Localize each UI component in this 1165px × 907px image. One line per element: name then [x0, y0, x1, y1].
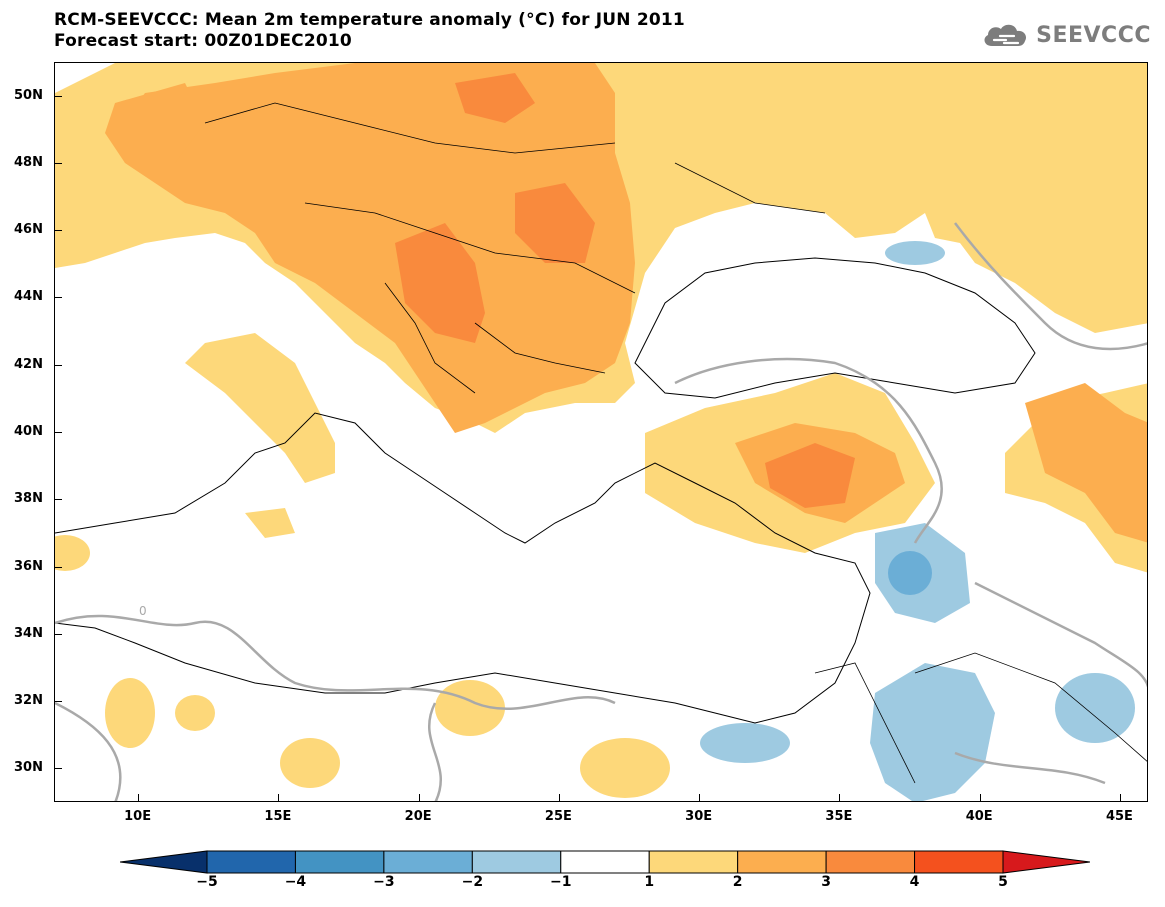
colorbar-label: −1: [550, 874, 572, 890]
lon-label: 15E: [264, 809, 292, 824]
warm-patch-west: [280, 738, 340, 788]
country-borders: [204, 102, 1147, 784]
lon-label: 30E: [685, 809, 713, 824]
lat-tick: [54, 364, 62, 366]
seevccc-logo: SEEVCCC: [980, 20, 1151, 50]
lon-tick: [979, 794, 981, 802]
lat-label: 40N: [14, 424, 43, 439]
warm2-region-alps: [105, 83, 205, 163]
contour-label: 0: [139, 604, 147, 618]
colorbar-label: 5: [998, 874, 1008, 890]
colorbar-box: [471, 850, 562, 874]
warm3-core-serbia: [395, 223, 485, 343]
lon-label: 35E: [825, 809, 853, 824]
mediterranean-coast: [55, 412, 871, 724]
colorbar-box: [914, 850, 1004, 874]
colorbar-box: [825, 850, 916, 874]
zero-contours: [55, 222, 1147, 801]
warm3-core-romania: [515, 183, 595, 263]
lon-tick: [138, 794, 140, 802]
colorbar-label: 2: [732, 874, 743, 890]
map-panel: 0: [54, 62, 1148, 802]
lat-tick: [54, 701, 62, 703]
cool-patch-egypt: [700, 723, 790, 763]
lat-tick: [54, 432, 62, 433]
colorbar: [120, 850, 1090, 874]
colorbar-label: 4: [909, 874, 920, 890]
cool-core-levant: [888, 551, 932, 595]
cool-patch-crimea: [885, 241, 945, 265]
forecast-start: Forecast start: 00Z01DEC2010: [54, 31, 352, 51]
lat-label: 46N: [14, 222, 43, 238]
lon-tick: [278, 794, 280, 802]
colorbar-arrow-high: [1002, 850, 1090, 874]
warm3-core-north: [455, 73, 535, 123]
warm2-region-east: [1025, 383, 1147, 543]
colorbar-label: −5: [196, 874, 218, 890]
lat-label: 48N: [14, 154, 43, 170]
chart-title: RCM-SEEVCCC: Mean 2m temperature anomaly…: [54, 10, 685, 30]
colorbar-arrow-low: [120, 850, 208, 874]
lat-label: 32N: [14, 693, 43, 709]
lat-tick: [54, 162, 62, 164]
lon-label: 20E: [404, 809, 432, 824]
lat-tick: [54, 499, 62, 501]
lon-tick: [1119, 794, 1121, 802]
logo-text: SEEVCCC: [1036, 22, 1151, 48]
lon-label: 10E: [124, 809, 152, 824]
anomaly-map: 0: [55, 63, 1147, 801]
title-block: RCM-SEEVCCC: Mean 2m temperature anomaly…: [54, 10, 685, 52]
colorbar-box: [206, 850, 296, 874]
lon-tick: [558, 794, 560, 802]
lon-tick: [699, 794, 701, 802]
colorbar-label: −4: [284, 874, 307, 890]
colorbar-box: [737, 850, 827, 874]
lon-tick: [418, 794, 420, 802]
warm-patch-algeria: [55, 535, 90, 571]
colorbar-box: [560, 850, 650, 874]
warm2-region-balkans: [115, 63, 635, 433]
warm3-core-anatolia: [765, 443, 855, 508]
lat-label: 36N: [14, 558, 43, 574]
lat-tick: [54, 566, 62, 568]
lat-tick: [54, 297, 62, 299]
colorbar-label: −3: [373, 874, 395, 890]
lat-label: 44N: [14, 289, 43, 305]
colorbar-box: [294, 850, 385, 874]
lat-label: 34N: [14, 625, 43, 641]
colorbar-box: [383, 850, 473, 874]
colorbar-label: 1: [644, 874, 655, 890]
warm-region-italy: [185, 333, 335, 483]
lat-tick: [54, 633, 62, 635]
lat-label: 30N: [14, 760, 43, 776]
lat-label: 50N: [14, 87, 43, 103]
warm-patch-tunisia: [105, 678, 155, 748]
lat-label: 42N: [14, 356, 43, 372]
lon-label: 25E: [544, 809, 572, 824]
colorbar-box: [648, 850, 739, 874]
lon-tick: [839, 794, 841, 802]
lat-tick: [54, 95, 62, 97]
colorbar-label: −2: [461, 874, 484, 890]
warm-patch-egypt: [580, 738, 670, 798]
warm-region-sicily: [245, 508, 295, 538]
warm-patch-mid: [175, 695, 215, 731]
cloud-icon: [984, 24, 1027, 46]
cool-patch-arabia: [1055, 673, 1135, 743]
colorbar-label: 3: [821, 874, 831, 890]
lat-tick: [54, 230, 62, 232]
lon-label: 40E: [965, 809, 993, 824]
cool-region-iraq: [870, 663, 995, 801]
lat-label: 38N: [14, 491, 43, 507]
lat-tick: [54, 768, 62, 770]
lon-label: 45E: [1105, 809, 1133, 824]
